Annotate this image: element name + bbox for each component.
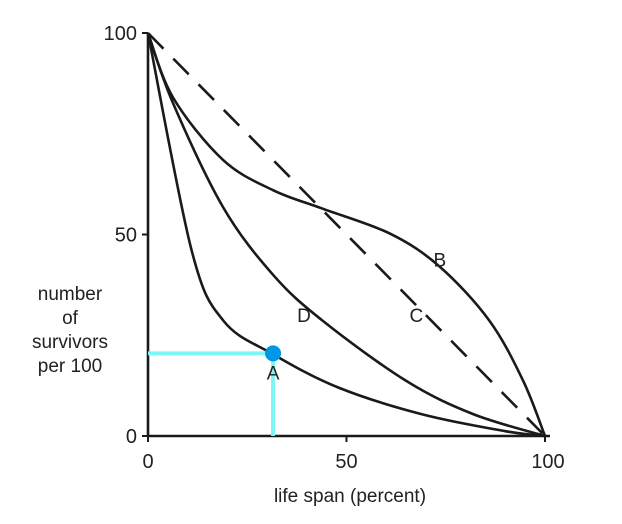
- curve-label-c: C: [410, 306, 424, 327]
- y-tick-label: 100: [104, 23, 137, 45]
- y-label-line: number: [38, 284, 103, 305]
- ticks-layer: 0 50 100 0 50 100: [104, 23, 565, 473]
- y-label-line: per 100: [38, 356, 102, 377]
- curve-label-d: D: [297, 306, 311, 327]
- curve-d: [146, 32, 546, 438]
- highlight-layer: [148, 345, 282, 436]
- curve-label-a: A: [267, 364, 280, 385]
- curve-a: [146, 32, 546, 438]
- x-tick-label: 100: [531, 451, 564, 473]
- y-tick-label: 0: [126, 426, 137, 448]
- y-label-line: survivors: [32, 332, 108, 353]
- curve-c: [147, 32, 546, 437]
- y-tick-label: 50: [115, 225, 137, 247]
- x-tick-label: 50: [335, 451, 357, 473]
- curve-label-b: B: [433, 251, 446, 272]
- curve-b: [146, 32, 547, 437]
- curves-layer: [146, 32, 547, 438]
- y-label-line: of: [62, 308, 79, 329]
- x-axis-label: life span (percent): [274, 486, 426, 507]
- highlight-point[interactable]: [265, 345, 282, 362]
- x-tick-label: 0: [142, 451, 153, 473]
- annotations-layer: A B C D: [267, 251, 446, 385]
- y-axis-label: number of survivors per 100: [32, 284, 108, 377]
